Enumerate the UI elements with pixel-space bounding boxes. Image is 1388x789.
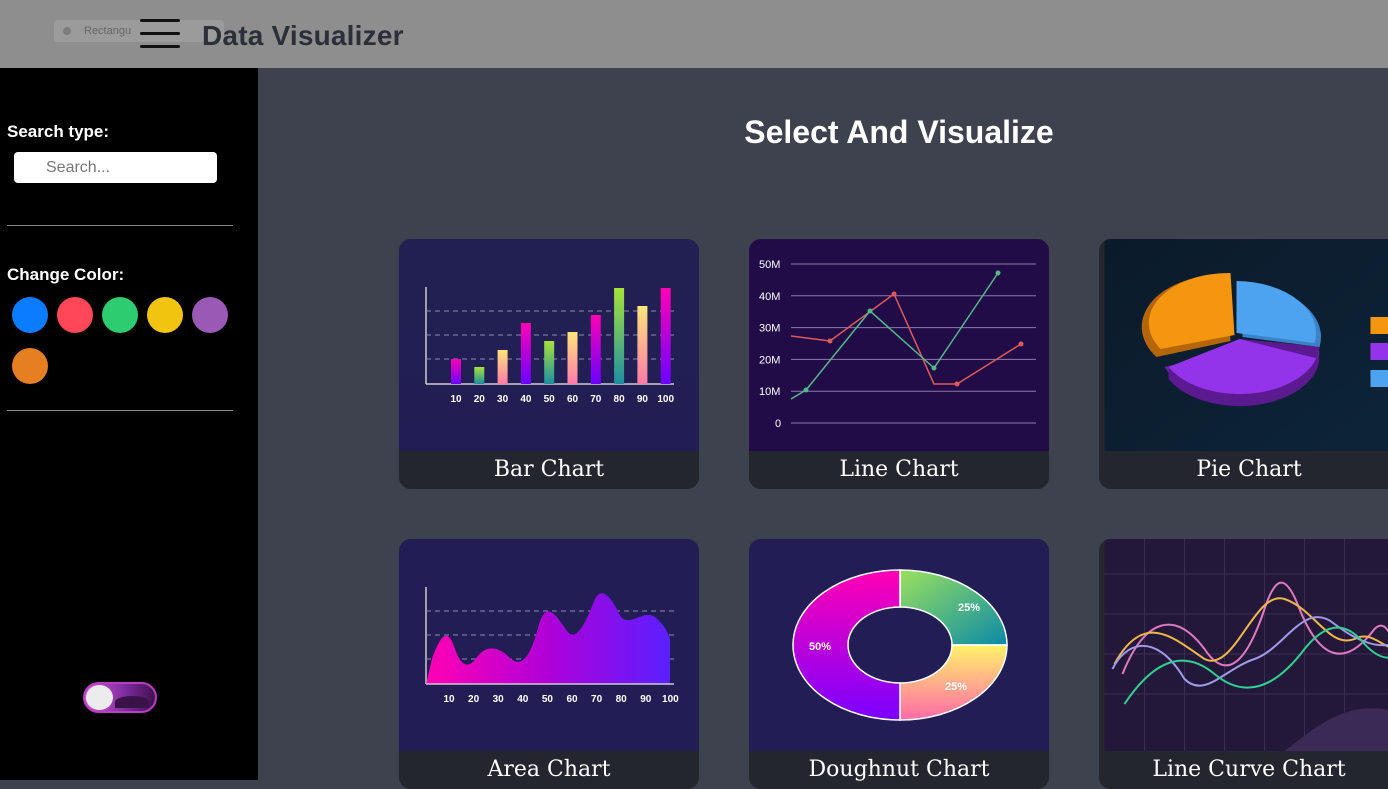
card-label: Bar Chart xyxy=(399,451,699,489)
line-chart-thumbnail: 50M 40M 30M 20M 10M 0 xyxy=(749,239,1049,451)
area-tick-label: 60 xyxy=(566,694,578,705)
search-type-label: Search type: xyxy=(7,122,109,142)
card-label: Doughnut Chart xyxy=(749,751,1049,789)
area-tick-label: 70 xyxy=(591,694,603,705)
bar-mark xyxy=(591,315,601,384)
color-swatch-yellow[interactable] xyxy=(147,297,183,333)
area-chart-thumbnail: 10 20 30 40 50 60 70 80 90 100 xyxy=(399,539,699,751)
top-bar: Rectangu Data Visualizer xyxy=(0,0,1388,68)
card-area-chart[interactable]: 10 20 30 40 50 60 70 80 90 100 Area Chart xyxy=(399,539,699,789)
bar-mark xyxy=(661,288,671,384)
pie-chart-thumbnail xyxy=(1099,239,1388,451)
area-tick-label: 90 xyxy=(640,694,652,705)
bar-tick-label: 70 xyxy=(590,394,602,405)
hamburger-menu-icon[interactable] xyxy=(140,18,180,48)
bar-tick-label: 80 xyxy=(614,394,626,405)
tab-dot-icon xyxy=(63,27,71,35)
card-label: Line Curve Chart xyxy=(1099,751,1388,789)
bar-mark xyxy=(521,323,531,384)
bar-mark xyxy=(637,306,647,384)
card-label: Pie Chart xyxy=(1099,451,1388,489)
card-doughnut-chart[interactable]: 25% 25% 50% Doughnut Chart xyxy=(749,539,1049,789)
ghost-tab-label: Rectangu xyxy=(84,25,131,37)
bar-tick-label: 10 xyxy=(450,394,462,405)
card-line-chart[interactable]: 50M 40M 30M 20M 10M 0 Line Chart xyxy=(749,239,1049,489)
color-swatch-red[interactable] xyxy=(57,297,93,333)
app-title: Data Visualizer xyxy=(202,20,404,52)
y-tick-label: 0 xyxy=(775,418,781,430)
doughnut-label: 25% xyxy=(945,681,967,693)
bar-mark xyxy=(544,341,554,384)
bar-mark xyxy=(451,359,461,384)
card-pie-chart[interactable]: Pie Chart xyxy=(1099,239,1388,489)
divider xyxy=(7,410,233,411)
bar-mark xyxy=(498,350,508,384)
card-line-curve-chart[interactable]: Line Curve Chart xyxy=(1099,539,1388,789)
bar-tick-label: 30 xyxy=(497,394,509,405)
bar-tick-label: 20 xyxy=(474,394,486,405)
bar-tick-label: 50 xyxy=(544,394,556,405)
divider xyxy=(7,225,233,226)
bar-mark xyxy=(474,367,484,384)
y-tick-label: 40M xyxy=(759,291,780,303)
change-color-label: Change Color: xyxy=(7,265,124,285)
y-tick-label: 20M xyxy=(759,354,780,366)
area-tick-label: 20 xyxy=(468,694,480,705)
y-tick-label: 50M xyxy=(759,259,780,271)
area-tick-label: 80 xyxy=(616,694,628,705)
bar-tick-label: 40 xyxy=(520,394,532,405)
moon-icon xyxy=(86,685,113,710)
bar-mark xyxy=(614,288,624,384)
y-tick-label: 30M xyxy=(759,323,780,335)
card-bar-chart[interactable]: 10 20 30 40 50 60 70 80 90 100 Bar Chart xyxy=(399,239,699,489)
y-tick-label: 10M xyxy=(759,386,780,398)
bar-chart-thumbnail: 10 20 30 40 50 60 70 80 90 100 xyxy=(399,239,699,451)
search-input[interactable] xyxy=(14,152,217,183)
area-tick-label: 50 xyxy=(542,694,554,705)
toggle-hills-icon xyxy=(115,696,149,708)
bar-tick-label: 60 xyxy=(567,394,579,405)
card-label: Line Chart xyxy=(749,451,1049,489)
color-swatch-purple[interactable] xyxy=(192,297,228,333)
doughnut-label: 50% xyxy=(809,641,831,653)
page-title: Select And Visualize xyxy=(258,114,1388,151)
bar-tick-label: 100 xyxy=(657,394,674,405)
area-tick-label: 100 xyxy=(662,694,679,705)
doughnut-chart-thumbnail: 25% 25% 50% xyxy=(749,539,1049,751)
sidebar: Search type: Change Color: xyxy=(0,68,258,780)
line-curve-chart-thumbnail xyxy=(1099,539,1388,751)
area-tick-label: 10 xyxy=(443,694,455,705)
bar-tick-label: 90 xyxy=(637,394,649,405)
color-swatch-blue[interactable] xyxy=(12,297,48,333)
color-swatch-orange[interactable] xyxy=(12,348,48,384)
theme-toggle[interactable] xyxy=(83,682,157,713)
color-swatch-green[interactable] xyxy=(102,297,138,333)
doughnut-label: 25% xyxy=(958,602,980,614)
area-tick-label: 40 xyxy=(517,694,529,705)
ghost-tab: Rectangu xyxy=(54,20,224,42)
area-tick-label: 30 xyxy=(493,694,505,705)
card-label: Area Chart xyxy=(399,751,699,789)
bar-mark xyxy=(568,332,578,384)
